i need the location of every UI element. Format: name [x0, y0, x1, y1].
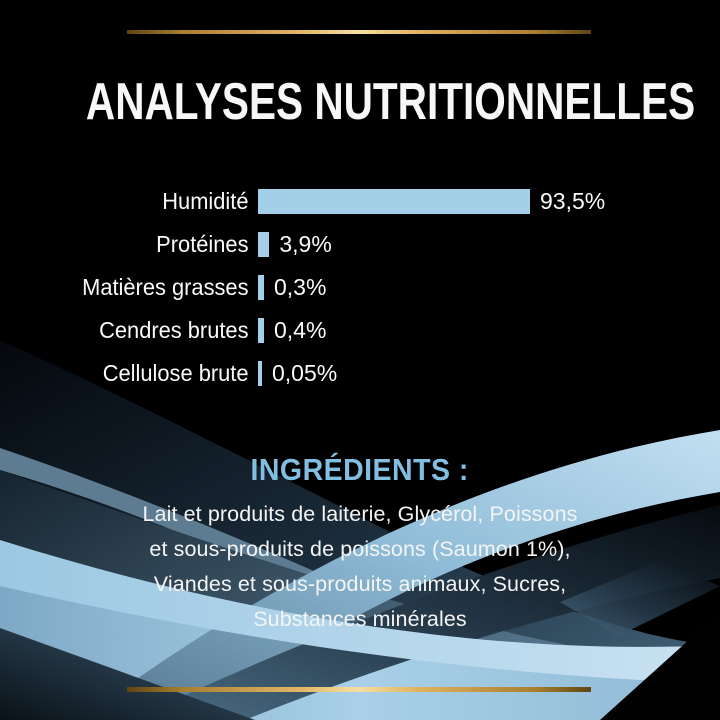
page-title: ANALYSES NUTRITIONNELLES: [0, 72, 720, 132]
ingredients-line: Viandes et sous-produits animaux, Sucres…: [153, 572, 567, 596]
bar-cellulose-brute: [258, 361, 262, 386]
nutrition-bar-chart: Humidité 93,5% Protéines 3,9% Matières g…: [0, 180, 720, 395]
ingredients-list: Lait et produits de laiterie, Glycérol, …: [0, 497, 720, 637]
chart-row: Matières grasses 0,3%: [0, 266, 720, 309]
ingredients-line: Substances minérales: [253, 607, 467, 631]
bar-label-humidite: Humidité: [162, 188, 249, 214]
bar-value-cendres-brutes: 0,4%: [274, 317, 327, 343]
chart-row: Cendres brutes 0,4%: [0, 309, 720, 352]
chart-row: Protéines 3,9%: [0, 223, 720, 266]
bar-label-cendres-brutes: Cendres brutes: [99, 317, 249, 343]
bar-value-cellulose-brute: 0,05%: [272, 360, 338, 386]
page-title-text: ANALYSES NUTRITIONNELLES: [85, 73, 696, 131]
bar-proteines: [258, 232, 270, 257]
gold-divider-bottom: [127, 687, 591, 692]
gold-divider-top: [127, 30, 591, 34]
bar-matieres-grasses: [258, 275, 264, 300]
bar-cendres-brutes: [258, 318, 264, 343]
bar-label-matieres-grasses: Matières grasses: [82, 274, 249, 300]
ingredients-heading-text: INGRÉDIENTS :: [250, 452, 470, 487]
bar-label-cellulose-brute: Cellulose brute: [102, 360, 249, 386]
bar-humidite: [258, 189, 530, 214]
bar-value-humidite: 93,5%: [539, 188, 606, 214]
chart-row: Humidité 93,5%: [0, 180, 720, 223]
chart-row: Cellulose brute 0,05%: [0, 352, 720, 395]
ingredients-heading: INGRÉDIENTS :: [0, 452, 720, 488]
ingredients-line: et sous-produits de poissons (Saumon 1%)…: [149, 537, 571, 561]
bar-label-proteines: Protéines: [156, 231, 249, 257]
bar-value-proteines: 3,9%: [279, 231, 332, 257]
ingredients-line: Lait et produits de laiterie, Glycérol, …: [142, 502, 578, 526]
bar-value-matieres-grasses: 0,3%: [274, 274, 327, 300]
